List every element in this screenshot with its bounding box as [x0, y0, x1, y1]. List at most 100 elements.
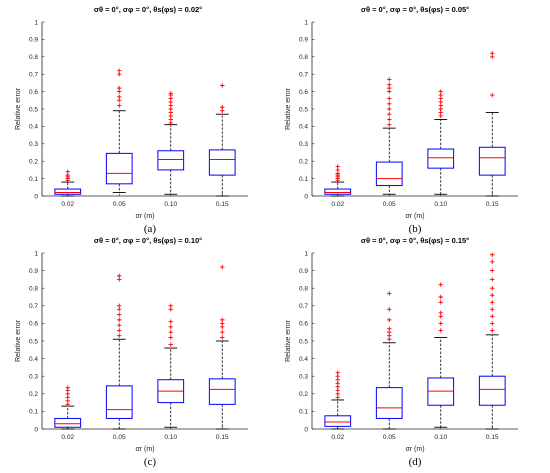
y-tick-label: 0.4	[29, 124, 38, 131]
y-tick-label: 0	[304, 193, 308, 200]
x-tick-label: 0.05	[113, 201, 126, 208]
x-tick-label: 0.02	[61, 201, 74, 208]
box-iqr	[105, 385, 133, 419]
y-tick-label: 0.7	[299, 72, 308, 79]
outlier-point	[438, 300, 443, 305]
y-tick-label: 0.3	[29, 374, 38, 381]
outlier-point	[220, 83, 225, 88]
box-iqr	[375, 387, 403, 419]
y-tick-label: 1	[304, 19, 308, 26]
box-1	[105, 273, 133, 430]
x-tick-label: 0.02	[331, 434, 344, 441]
outlier-point	[490, 268, 495, 273]
y-tick-label: 0.3	[299, 141, 308, 148]
outlier-point	[168, 319, 173, 324]
y-tick-label: 0.5	[29, 106, 38, 113]
outlier-point	[65, 385, 70, 390]
outlier-point	[438, 310, 443, 316]
outlier-point	[117, 94, 122, 100]
y-tick-label: 0.3	[29, 141, 38, 148]
outlier-point	[65, 169, 70, 174]
y-tick-label: 0	[34, 193, 38, 200]
outlier-point	[387, 122, 392, 127]
outlier-point	[490, 321, 495, 326]
x-tick-label: 0.15	[486, 434, 499, 441]
outlier-point	[220, 105, 225, 110]
outlier-point	[220, 330, 225, 335]
outlier-point	[490, 300, 495, 305]
box-3	[208, 264, 236, 430]
box-0	[324, 370, 352, 430]
outlier-point	[490, 259, 495, 264]
y-tick-label: 0.7	[299, 303, 308, 310]
outlier-point	[117, 303, 122, 308]
chart-title: σθ = 0°, σφ = 0°, θs(φs) = 0.02°	[94, 5, 202, 14]
box-iqr	[54, 417, 82, 428]
chart-panel-0: σθ = 0°, σφ = 0°, θs(φs) = 0.02° (a) σr (m…	[15, 5, 248, 235]
x-tick-label: 0.15	[216, 434, 229, 441]
outlier-point	[117, 328, 122, 333]
outlier-point	[438, 321, 443, 326]
chart-title: σθ = 0°, σφ = 0°, θs(φs) = 0.05°	[361, 5, 469, 14]
box-0	[324, 164, 352, 197]
outlier-point	[220, 317, 225, 323]
y-tick-label: 0.5	[299, 338, 308, 345]
outlier-point	[335, 370, 340, 375]
outlier-point	[490, 252, 495, 257]
box-iqr	[375, 161, 403, 187]
outlier-point	[490, 314, 495, 319]
x-tick-label: 0.05	[383, 201, 396, 208]
y-tick-label: 0.6	[299, 321, 308, 328]
box-2	[157, 303, 185, 428]
outlier-point	[387, 77, 392, 82]
box-0	[54, 169, 82, 197]
y-tick-label: 0.6	[299, 89, 308, 96]
box-iqr	[54, 188, 82, 195]
y-tick-label: 0.8	[29, 54, 38, 61]
y-tick-label: 0.4	[299, 356, 308, 363]
outlier-point	[117, 85, 122, 91]
y-axis-label: Relative error	[15, 319, 22, 362]
chart-panel-1: σθ = 0°, σφ = 0°, θs(φs) = 0.05° (b) σr (m…	[285, 5, 518, 235]
outlier-point	[220, 264, 225, 270]
x-tick-label: 0.02	[331, 201, 344, 208]
y-tick-label: 0.2	[299, 391, 308, 398]
outlier-point	[168, 342, 173, 347]
outlier-point	[387, 106, 392, 112]
outlier-point	[490, 92, 495, 98]
outlier-point	[490, 307, 495, 312]
chart-title: σθ = 0°, σφ = 0°, θs(φs) = 0.10°	[94, 236, 202, 245]
y-tick-label: 0.6	[29, 89, 38, 96]
x-axis-label: σr (m)	[405, 446, 424, 453]
outlier-point	[168, 335, 173, 340]
outlier-point	[490, 51, 495, 56]
outlier-point	[490, 328, 495, 333]
y-tick-label: 0.1	[299, 176, 308, 183]
outlier-point	[117, 273, 122, 279]
outlier-point	[387, 117, 392, 122]
chart-title: σθ = 0°, σφ = 0°, θs(φs) = 0.15°	[361, 236, 469, 245]
y-axis-label: Relative error	[285, 319, 292, 362]
box-iqr	[157, 150, 185, 171]
y-tick-label: 1	[34, 250, 38, 257]
y-tick-label: 0.6	[29, 321, 38, 328]
y-tick-label: 0.1	[29, 176, 38, 183]
x-tick-label: 0.10	[434, 434, 447, 441]
y-tick-label: 0.9	[299, 268, 308, 275]
y-tick-label: 0.7	[29, 72, 38, 79]
outlier-point	[438, 89, 443, 94]
box-iqr	[427, 148, 455, 169]
outlier-point	[168, 324, 173, 330]
box-1	[105, 68, 133, 193]
x-tick-label: 0.10	[164, 201, 177, 208]
outlier-point	[168, 91, 173, 96]
box-iqr	[105, 152, 133, 185]
outlier-point	[438, 282, 443, 287]
y-tick-label: 0.9	[29, 268, 38, 275]
y-tick-label: 0	[34, 426, 38, 433]
outlier-point	[438, 294, 443, 300]
chart-panel-3: σθ = 0°, σφ = 0°, θs(φs) = 0.15° (d) σr (m…	[285, 236, 518, 468]
x-tick-label: 0.10	[434, 201, 447, 208]
y-tick-label: 0.2	[299, 159, 308, 166]
box-iqr	[478, 146, 506, 176]
